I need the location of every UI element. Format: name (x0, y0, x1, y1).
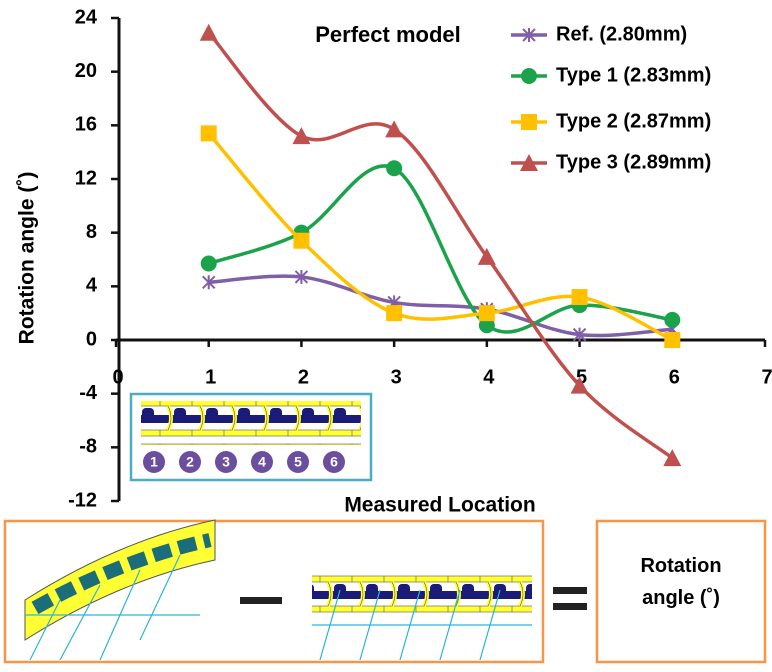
x-tick-label: 3 (391, 366, 402, 388)
equals-bottom (553, 603, 587, 610)
marker (571, 289, 588, 306)
result-box: Rotation angle (˚) (640, 555, 722, 609)
marker (570, 376, 589, 394)
minus-sign (240, 597, 282, 604)
straight-rays (312, 589, 532, 661)
marker (478, 317, 495, 334)
location-label: 3 (222, 454, 230, 470)
result-frame (595, 519, 767, 664)
x-tick-label: 7 (761, 366, 772, 388)
location-badge (287, 451, 309, 473)
equals-top (553, 587, 587, 594)
location-badge (323, 451, 345, 473)
location-badge (251, 451, 273, 473)
y-axis-label: Rotation angle (˚) (16, 172, 39, 345)
location-label: 4 (258, 454, 266, 470)
marker (294, 269, 309, 284)
marker (572, 327, 587, 342)
y-tick-label: 0 (86, 328, 97, 350)
legend-marker (520, 154, 538, 171)
legend-label: Type 2 (2.87mm) (556, 110, 711, 132)
location-label: 1 (150, 454, 158, 470)
x-tick-label: 2 (298, 366, 309, 388)
chain-image (141, 401, 361, 445)
bent-core (31, 533, 212, 615)
bottom-diagram: Rotation angle (˚) (3, 519, 767, 664)
x-tick-label: 4 (483, 366, 495, 388)
x-tick-label: 6 (669, 366, 680, 388)
legend-marker (521, 114, 537, 130)
y-tick-label: 24 (75, 6, 98, 28)
bent-rays (25, 554, 200, 661)
marker (386, 160, 403, 177)
legend-marker (522, 28, 536, 42)
marker (663, 449, 682, 467)
location-badge (215, 451, 237, 473)
y-tick-label: -4 (79, 382, 98, 404)
straight-chain (312, 575, 532, 619)
marker (200, 125, 217, 142)
location-badge (179, 451, 201, 473)
location-label: 2 (186, 454, 194, 470)
x-tick-label: 1 (205, 366, 216, 388)
y-tick-label: 20 (75, 60, 97, 82)
location-label: 5 (294, 454, 302, 470)
marker (386, 305, 403, 322)
y-tick-label: 8 (86, 221, 97, 243)
result-label: Rotation angle (˚) (640, 555, 722, 609)
marker (200, 255, 217, 272)
marker (292, 127, 311, 145)
marker (664, 332, 681, 348)
y-tick-label: 4 (86, 275, 98, 297)
x-tick-label: 5 (576, 366, 587, 388)
marker (199, 23, 218, 41)
marker (293, 232, 310, 249)
y-tick-label: -8 (79, 436, 97, 458)
location-badge (143, 451, 165, 473)
legend-label: Type 3 (2.89mm) (556, 151, 711, 173)
legend-marker (521, 68, 537, 84)
legend-label: Ref. (2.80mm) (556, 23, 687, 45)
y-tick-label: -12 (68, 489, 97, 511)
marker (477, 247, 496, 265)
series-line (207, 132, 674, 342)
marker (385, 120, 404, 138)
x-tick-label: 0 (112, 366, 123, 388)
legend-label: Type 1 (2.83mm) (556, 64, 711, 86)
marker (664, 311, 681, 328)
series-line (208, 274, 673, 338)
x-axis-label: Measured Location (344, 494, 535, 517)
location-label: 6 (330, 454, 338, 470)
chart-title: Perfect model (315, 22, 461, 47)
y-tick-label: 12 (75, 167, 97, 189)
marker (202, 275, 216, 290)
y-tick-label: 16 (75, 114, 97, 136)
marker (478, 305, 495, 322)
